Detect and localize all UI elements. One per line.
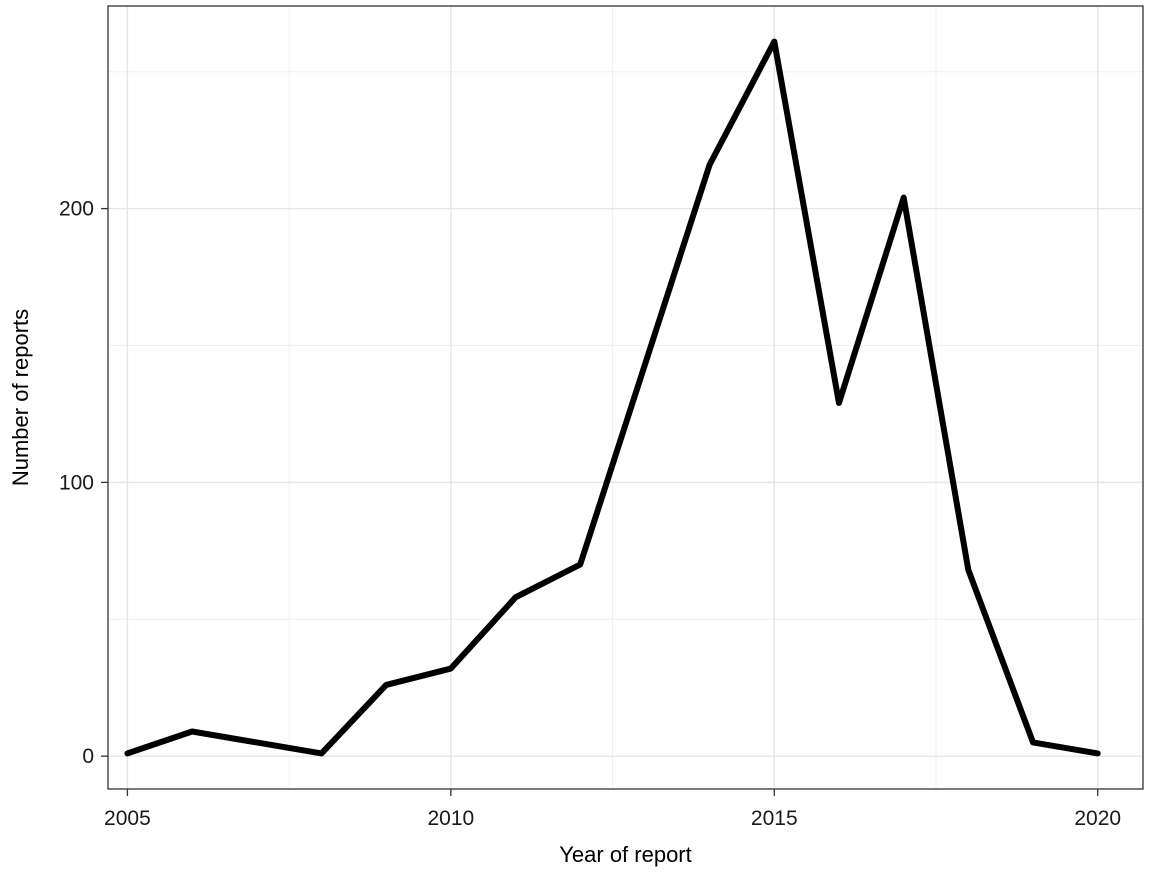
y-tick-label: 100 <box>59 471 94 494</box>
y-tick-label: 200 <box>59 198 94 221</box>
x-axis-title: Year of report <box>559 842 692 867</box>
y-tick-label: 0 <box>82 745 94 768</box>
x-axis: 2005 2010 2015 2020 <box>104 789 1121 830</box>
x-tick-label: 2005 <box>104 807 151 830</box>
series-layer <box>124 38 1101 757</box>
y-axis: 0 100 200 <box>59 198 108 768</box>
plot-panel-border <box>107 5 1144 790</box>
x-tick-label: 2020 <box>1074 807 1121 830</box>
series-line-0 <box>124 38 1101 757</box>
x-tick-label: 2010 <box>427 807 474 830</box>
minor-gridlines <box>108 6 1143 789</box>
y-axis-title: Number of reports <box>8 309 33 486</box>
major-gridlines <box>108 6 1143 789</box>
x-tick-label: 2015 <box>751 807 798 830</box>
